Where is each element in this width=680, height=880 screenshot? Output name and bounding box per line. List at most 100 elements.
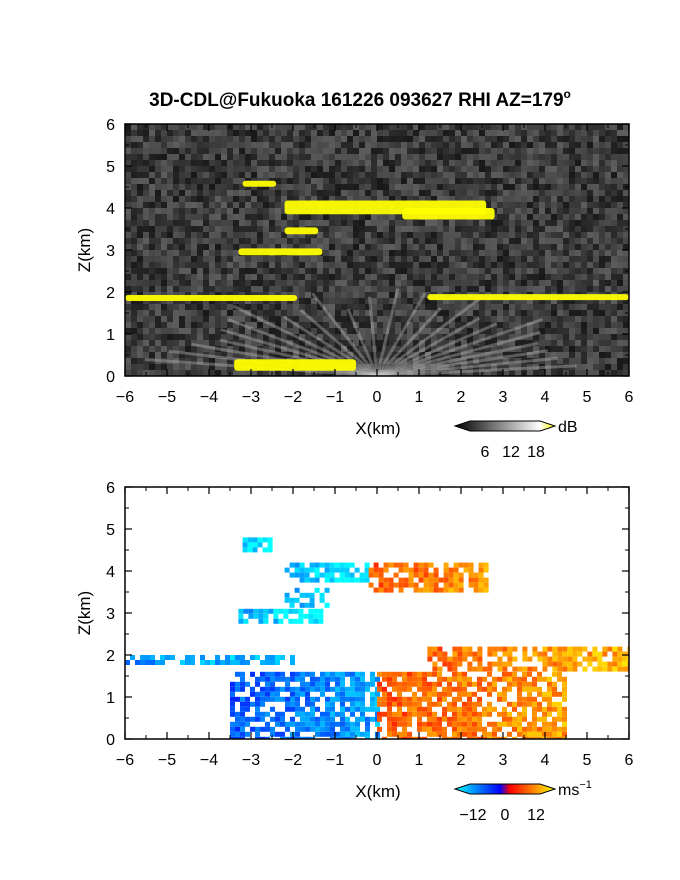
velocity-pixel xyxy=(355,701,360,707)
noise-pixel xyxy=(185,352,191,358)
velocity-pixel xyxy=(403,577,409,583)
noise-pixel xyxy=(365,160,371,166)
noise-pixel xyxy=(581,334,587,340)
velocity-pixel xyxy=(487,706,492,712)
noise-pixel xyxy=(161,202,167,208)
velocity-pixel xyxy=(497,691,502,697)
noise-pixel xyxy=(329,340,335,346)
noise-pixel xyxy=(359,232,365,238)
noise-pixel xyxy=(581,214,587,220)
noise-pixel xyxy=(305,298,311,304)
velocity-pixel xyxy=(280,736,285,739)
velocity-pixel xyxy=(567,656,573,662)
noise-pixel xyxy=(329,190,335,196)
noise-pixel xyxy=(539,256,545,262)
noise-pixel xyxy=(515,352,521,358)
noise-pixel xyxy=(239,262,245,268)
velocity-pixel xyxy=(468,577,474,583)
noise-pixel xyxy=(209,328,215,334)
noise-pixel xyxy=(569,256,575,262)
noise-pixel xyxy=(431,298,437,304)
noise-pixel xyxy=(299,346,305,352)
noise-pixel xyxy=(617,316,623,322)
velocity-pixel xyxy=(248,608,254,614)
noise-pixel xyxy=(221,268,227,274)
noise-pixel xyxy=(365,154,371,160)
noise-pixel xyxy=(479,184,485,190)
noise-pixel xyxy=(347,226,353,232)
noise-pixel xyxy=(125,124,131,130)
noise-pixel xyxy=(533,172,539,178)
velocity-pixel xyxy=(497,676,502,682)
noise-pixel xyxy=(605,334,611,340)
noise-pixel xyxy=(461,172,467,178)
velocity-pixel xyxy=(275,671,280,677)
noise-pixel xyxy=(407,316,413,322)
noise-pixel xyxy=(401,232,407,238)
velocity-pixel xyxy=(387,721,392,727)
noise-pixel xyxy=(467,190,473,196)
noise-pixel xyxy=(575,370,581,376)
noise-pixel xyxy=(407,322,413,328)
noise-pixel xyxy=(227,208,233,214)
noise-pixel xyxy=(323,220,329,226)
noise-pixel xyxy=(185,238,191,244)
noise-pixel xyxy=(383,328,389,334)
velocity-pixel xyxy=(349,577,355,583)
velocity-pixel xyxy=(382,686,387,692)
noise-pixel xyxy=(557,166,563,172)
noise-pixel xyxy=(311,238,317,244)
noise-pixel xyxy=(215,202,221,208)
noise-pixel xyxy=(125,244,131,250)
noise-pixel xyxy=(575,334,581,340)
noise-pixel xyxy=(137,226,143,232)
x-tick-label: −4 xyxy=(200,389,218,406)
velocity-pixel xyxy=(567,646,573,652)
velocity-pixel xyxy=(532,681,537,687)
noise-pixel xyxy=(371,322,377,328)
noise-pixel xyxy=(239,166,245,172)
noise-pixel xyxy=(263,262,269,268)
noise-pixel xyxy=(239,274,245,280)
noise-pixel xyxy=(257,316,263,322)
noise-pixel xyxy=(293,298,299,304)
velocity-pixel xyxy=(260,686,265,692)
noise-pixel xyxy=(401,220,407,226)
noise-pixel xyxy=(161,310,167,316)
noise-pixel xyxy=(467,334,473,340)
velocity-pixel xyxy=(443,562,449,568)
noise-pixel xyxy=(593,136,599,142)
velocity-pixel xyxy=(365,716,370,722)
noise-pixel xyxy=(305,214,311,220)
noise-pixel xyxy=(509,226,515,232)
velocity-pixel xyxy=(512,701,517,707)
noise-pixel xyxy=(425,238,431,244)
velocity-pixel xyxy=(190,655,195,660)
noise-pixel xyxy=(605,148,611,154)
noise-pixel xyxy=(395,166,401,172)
noise-pixel xyxy=(533,136,539,142)
noise-pixel xyxy=(437,250,443,256)
velocity-pixel xyxy=(477,701,482,707)
noise-pixel xyxy=(155,148,161,154)
noise-pixel xyxy=(341,256,347,262)
noise-pixel xyxy=(233,244,239,250)
noise-pixel xyxy=(611,178,617,184)
noise-pixel xyxy=(461,364,467,370)
velocity-pixel xyxy=(265,696,270,702)
noise-pixel xyxy=(611,238,617,244)
velocity-pixel xyxy=(240,681,245,687)
noise-pixel xyxy=(341,196,347,202)
noise-pixel xyxy=(149,250,155,256)
noise-pixel xyxy=(425,250,431,256)
noise-pixel xyxy=(611,124,617,130)
noise-pixel xyxy=(413,244,419,250)
velocity-pixel xyxy=(377,701,382,707)
noise-pixel xyxy=(311,130,317,136)
noise-pixel xyxy=(335,268,341,274)
noise-pixel xyxy=(155,262,161,268)
noise-pixel xyxy=(293,322,299,328)
noise-pixel xyxy=(551,334,557,340)
noise-pixel xyxy=(521,352,527,358)
noise-pixel xyxy=(155,322,161,328)
